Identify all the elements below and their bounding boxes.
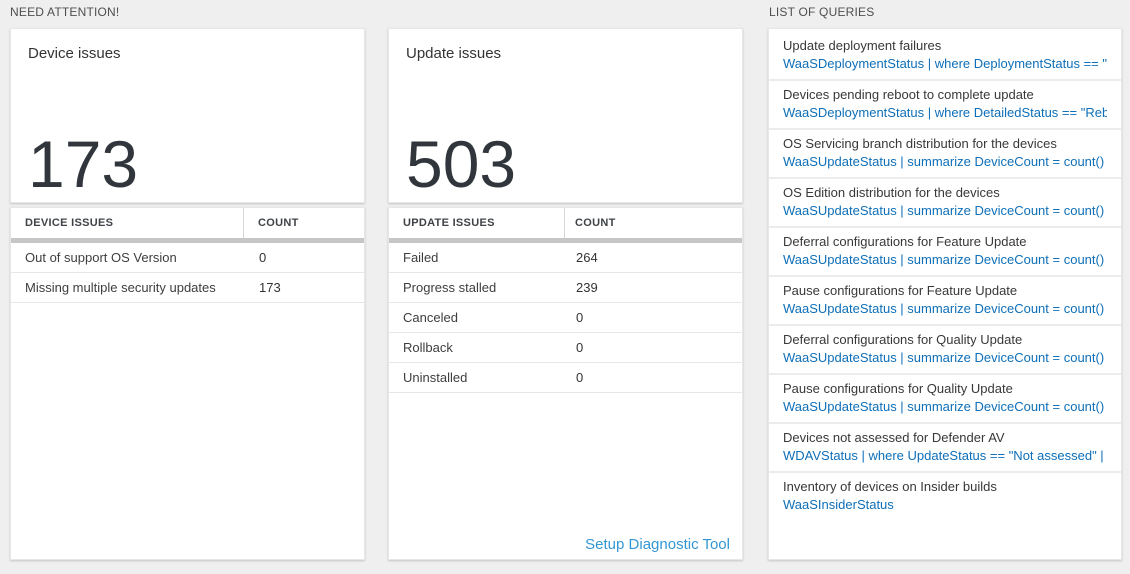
list-of-queries-panel: Update deployment failures WaaSDeploymen…	[768, 28, 1122, 560]
row-label: Uninstalled	[403, 370, 468, 385]
table-row[interactable]: Out of support OS Version 0	[11, 243, 364, 273]
row-count: 0	[576, 340, 584, 355]
query-item[interactable]: Deferral configurations for Feature Upda…	[769, 228, 1121, 277]
table-row[interactable]: Canceled 0	[389, 303, 742, 333]
device-issues-card[interactable]: Device issues 173	[10, 28, 365, 203]
update-issues-card-title: Update issues	[406, 45, 502, 62]
query-item[interactable]: Update deployment failures WaaSDeploymen…	[769, 32, 1121, 81]
row-label: Failed	[403, 250, 439, 265]
query-title: Pause configurations for Quality Update	[783, 381, 1013, 396]
query-title: Inventory of devices on Insider builds	[783, 479, 997, 494]
update-issues-column-header: UPDATE ISSUES	[403, 217, 495, 229]
need-attention-section-label: NEED ATTENTION!	[10, 5, 120, 19]
query-kql-link[interactable]: WaaSUpdateStatus | summarize DeviceCount…	[783, 350, 1107, 365]
row-label: Canceled	[403, 310, 458, 325]
update-issues-count: 503	[406, 127, 517, 201]
query-title: Pause configurations for Feature Update	[783, 283, 1018, 298]
row-label: Rollback	[403, 340, 453, 355]
table-scrollbar-track[interactable]	[389, 238, 742, 243]
query-kql-link[interactable]: WDAVStatus | where UpdateStatus == "Not …	[783, 448, 1107, 463]
device-issues-count: 173	[28, 127, 139, 201]
row-count: 264	[576, 250, 598, 265]
query-kql-link[interactable]: WaaSInsiderStatus	[783, 497, 894, 512]
query-title: Deferral configurations for Feature Upda…	[783, 234, 1027, 249]
query-item[interactable]: Deferral configurations for Quality Upda…	[769, 326, 1121, 375]
list-of-queries-section-label: LIST OF QUERIES	[769, 5, 875, 19]
query-title: Deferral configurations for Quality Upda…	[783, 332, 1023, 347]
query-title: OS Servicing branch distribution for the…	[783, 136, 1057, 151]
query-kql-link[interactable]: WaaSDeploymentStatus | where DetailedSta…	[783, 105, 1107, 120]
query-kql-link[interactable]: WaaSUpdateStatus | summarize DeviceCount…	[783, 154, 1107, 169]
device-issues-column-header: DEVICE ISSUES	[25, 217, 114, 229]
query-kql-link[interactable]: WaaSUpdateStatus | summarize DeviceCount…	[783, 399, 1107, 414]
table-row[interactable]: Failed 264	[389, 243, 742, 273]
query-title: OS Edition distribution for the devices	[783, 185, 1000, 200]
device-issues-table-header: DEVICE ISSUES COUNT	[11, 208, 364, 238]
table-row[interactable]: Progress stalled 239	[389, 273, 742, 303]
query-item[interactable]: Inventory of devices on Insider builds W…	[769, 473, 1121, 520]
row-count: 0	[576, 310, 584, 325]
device-issues-card-title: Device issues	[28, 45, 121, 62]
row-label: Missing multiple security updates	[25, 280, 216, 295]
row-count: 0	[259, 250, 267, 265]
query-item[interactable]: Devices not assessed for Defender AV WDA…	[769, 424, 1121, 473]
table-scrollbar-track[interactable]	[11, 238, 364, 243]
update-issues-table-header: UPDATE ISSUES COUNT	[389, 208, 742, 238]
query-kql-link[interactable]: WaaSUpdateStatus | summarize DeviceCount…	[783, 301, 1107, 316]
update-issues-card[interactable]: Update issues 503	[388, 28, 743, 203]
setup-diagnostic-tool-link[interactable]: Setup Diagnostic Tool	[585, 536, 730, 553]
query-item[interactable]: Pause configurations for Quality Update …	[769, 375, 1121, 424]
row-label: Out of support OS Version	[25, 250, 177, 265]
query-title: Devices not assessed for Defender AV	[783, 430, 1005, 445]
table-row[interactable]: Uninstalled 0	[389, 363, 742, 393]
table-row[interactable]: Rollback 0	[389, 333, 742, 363]
row-count: 239	[576, 280, 598, 295]
query-item[interactable]: Pause configurations for Feature Update …	[769, 277, 1121, 326]
device-issues-table: DEVICE ISSUES COUNT Out of support OS Ve…	[10, 207, 365, 560]
query-title: Update deployment failures	[783, 38, 942, 53]
count-column-header: COUNT	[575, 217, 616, 229]
row-count: 0	[576, 370, 584, 385]
count-column-header: COUNT	[258, 217, 299, 229]
query-item[interactable]: Devices pending reboot to complete updat…	[769, 81, 1121, 130]
query-kql-link[interactable]: WaaSUpdateStatus | summarize DeviceCount…	[783, 203, 1107, 218]
query-item[interactable]: OS Servicing branch distribution for the…	[769, 130, 1121, 179]
query-title: Devices pending reboot to complete updat…	[783, 87, 1034, 102]
query-item[interactable]: OS Edition distribution for the devices …	[769, 179, 1121, 228]
query-kql-link[interactable]: WaaSDeploymentStatus | where DeploymentS…	[783, 56, 1107, 71]
row-label: Progress stalled	[403, 280, 497, 295]
query-kql-link[interactable]: WaaSUpdateStatus | summarize DeviceCount…	[783, 252, 1107, 267]
table-row[interactable]: Missing multiple security updates 173	[11, 273, 364, 303]
row-count: 173	[259, 280, 281, 295]
update-issues-table: UPDATE ISSUES COUNT Failed 264 Progress …	[388, 207, 743, 560]
